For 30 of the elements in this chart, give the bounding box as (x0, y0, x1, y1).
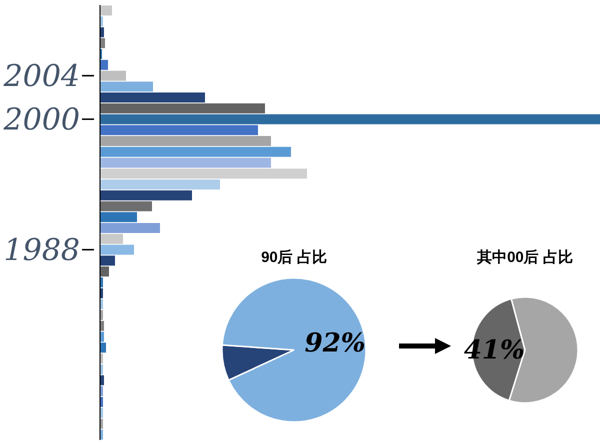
y-tick-label: 2004 (2, 59, 80, 94)
bar (100, 234, 123, 244)
bar (100, 244, 134, 255)
bar (100, 158, 271, 168)
y-tick-label: 2000 (2, 102, 80, 138)
data-label: 92% (304, 328, 366, 359)
bar (100, 190, 192, 200)
pie-slice (221, 277, 367, 423)
bar (100, 92, 205, 102)
bar (100, 168, 307, 179)
chart-title: 其中00后 占比 (476, 248, 574, 268)
bar (100, 125, 258, 136)
bar (100, 342, 106, 353)
bar (100, 223, 160, 233)
bar (100, 38, 105, 48)
y-tick-label: 1988 (4, 233, 80, 268)
bar (100, 60, 108, 70)
bar (100, 180, 220, 190)
chart-title: 90后 占比 (260, 248, 328, 268)
bar (100, 146, 291, 157)
bar (100, 212, 137, 222)
bar (100, 266, 109, 276)
bar (100, 6, 112, 16)
bar (100, 103, 265, 114)
bar (100, 82, 153, 92)
bar (100, 136, 271, 146)
bar (100, 70, 126, 81)
bar (100, 201, 152, 212)
bar (100, 114, 600, 124)
bar (100, 256, 115, 266)
